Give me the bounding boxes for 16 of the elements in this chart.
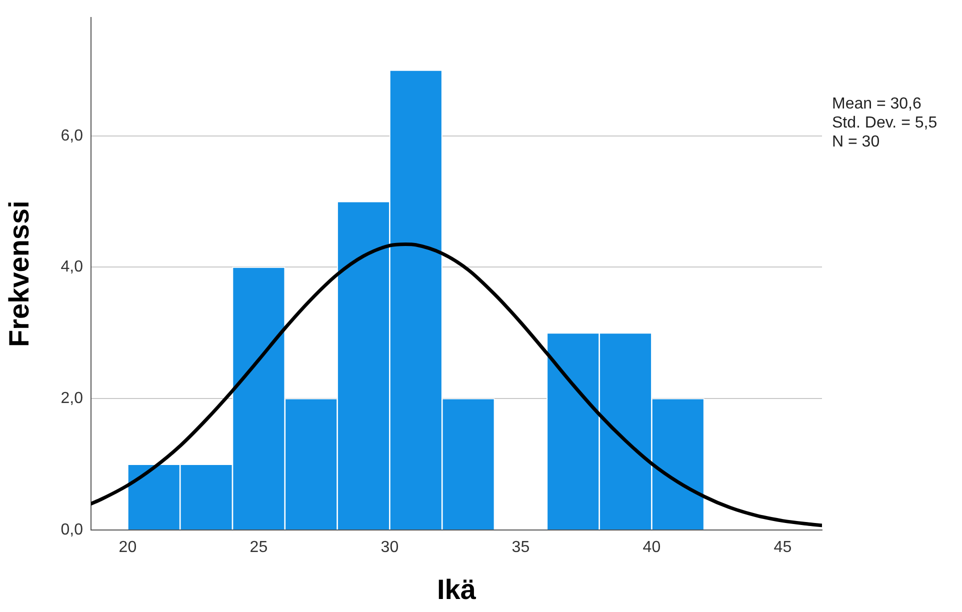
x-tick-label: 25 — [250, 539, 268, 556]
x-tick-label: 30 — [380, 539, 399, 556]
x-tick-label: 35 — [512, 539, 530, 556]
y-tick-label: 4,0 — [60, 258, 84, 276]
text: Std. Dev. = 5,5 — [832, 114, 938, 132]
text: Mean = 30,6 — [832, 95, 922, 112]
x-axis-title: Ikä — [437, 574, 476, 605]
y-tick-label: 0,0 — [60, 521, 84, 538]
x-tick-label: 40 — [642, 539, 661, 556]
y-axis-title: Frekvenssi — [4, 200, 35, 347]
text: N = 30 — [832, 133, 880, 150]
line-series — [91, 242, 822, 528]
y-tick-label: 2,0 — [60, 390, 84, 408]
y-tick-label: 6,0 — [60, 127, 84, 144]
x-tick-label: 20 — [118, 539, 137, 556]
x-tick-label: 45 — [774, 539, 792, 556]
